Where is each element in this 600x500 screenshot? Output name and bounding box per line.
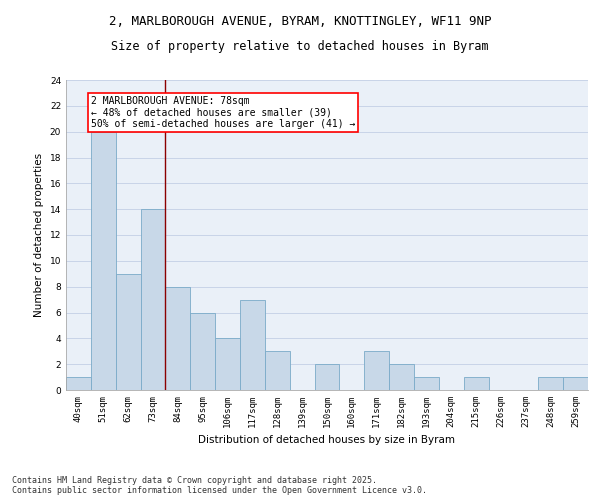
Bar bbox=[190, 312, 215, 390]
Text: 2 MARLBOROUGH AVENUE: 78sqm
← 48% of detached houses are smaller (39)
50% of sem: 2 MARLBOROUGH AVENUE: 78sqm ← 48% of det… bbox=[91, 96, 355, 128]
Bar bbox=[91, 132, 116, 390]
Text: Size of property relative to detached houses in Byram: Size of property relative to detached ho… bbox=[111, 40, 489, 53]
X-axis label: Distribution of detached houses by size in Byram: Distribution of detached houses by size … bbox=[199, 436, 455, 446]
Bar bbox=[464, 377, 488, 390]
Bar bbox=[116, 274, 140, 390]
Bar bbox=[364, 351, 389, 390]
Bar bbox=[389, 364, 414, 390]
Bar bbox=[66, 377, 91, 390]
Bar bbox=[314, 364, 340, 390]
Bar bbox=[538, 377, 563, 390]
Bar bbox=[240, 300, 265, 390]
Bar bbox=[265, 351, 290, 390]
Bar bbox=[563, 377, 588, 390]
Y-axis label: Number of detached properties: Number of detached properties bbox=[34, 153, 44, 317]
Bar bbox=[166, 286, 190, 390]
Bar bbox=[414, 377, 439, 390]
Text: 2, MARLBOROUGH AVENUE, BYRAM, KNOTTINGLEY, WF11 9NP: 2, MARLBOROUGH AVENUE, BYRAM, KNOTTINGLE… bbox=[109, 15, 491, 28]
Bar bbox=[215, 338, 240, 390]
Text: Contains HM Land Registry data © Crown copyright and database right 2025.
Contai: Contains HM Land Registry data © Crown c… bbox=[12, 476, 427, 495]
Bar bbox=[140, 209, 166, 390]
